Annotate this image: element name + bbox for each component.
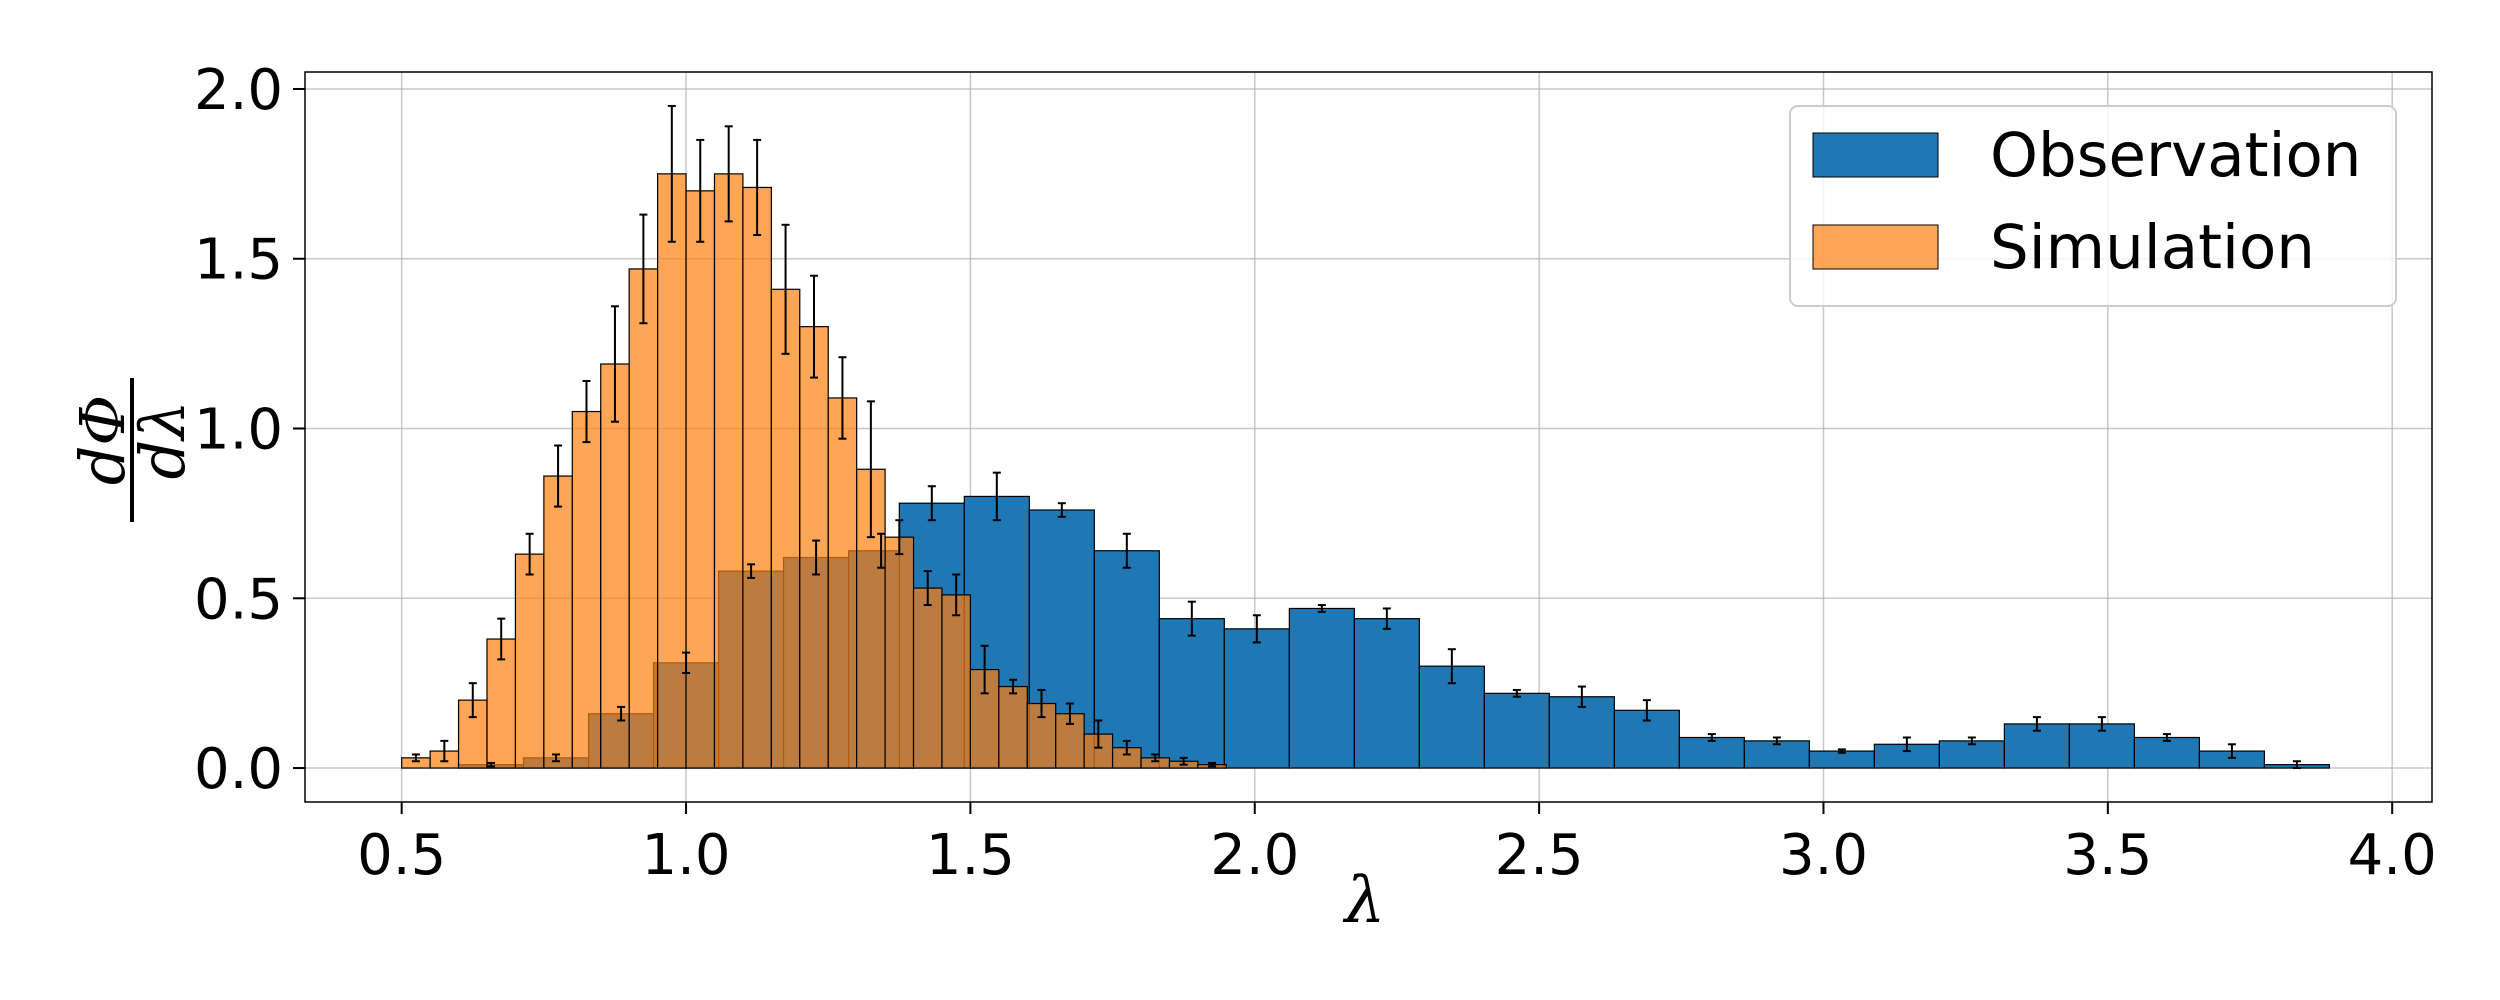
- bar-simulation: [543, 475, 573, 769]
- y-tick-label: 0.5: [194, 567, 283, 632]
- bar-simulation: [685, 190, 716, 769]
- bar-observation: [1678, 736, 1745, 769]
- x-tick-label: 3.5: [2063, 823, 2152, 888]
- y-axis-label-numerator: dΦ: [66, 395, 139, 486]
- axis-ticks: 0.5 1.0 1.5 2.0 2.5 3.0 3.5 4.0 0.0 0.5 1.0 1.5 2.0: [194, 58, 2437, 888]
- y-tick-label: 1.0: [194, 398, 283, 463]
- x-tick-label: 2.0: [1210, 823, 1299, 888]
- bar-simulation: [657, 173, 687, 769]
- bar-simulation: [884, 536, 915, 769]
- bar-observation: [1938, 740, 2005, 769]
- bar-observation: [1288, 607, 1355, 769]
- legend: Observation Simulation: [1789, 105, 2397, 307]
- y-tick-label: 0.0: [194, 737, 283, 802]
- x-tick-label: 4.0: [2348, 823, 2437, 888]
- legend-label-simulation: Simulation: [1990, 212, 2315, 283]
- bar-observation: [1548, 696, 1615, 769]
- bar-simulation: [514, 553, 545, 769]
- plot-frame: [304, 71, 2433, 803]
- bars-layer: [401, 173, 2331, 769]
- y-tick-label: 2.0: [194, 58, 283, 123]
- y-tick-label: 1.5: [194, 228, 283, 293]
- bar-observation: [1353, 618, 1420, 769]
- bar-observation: [1158, 618, 1225, 769]
- bar-simulation: [628, 268, 659, 769]
- x-tick-label: 1.5: [926, 823, 1015, 888]
- bar-simulation: [571, 410, 602, 769]
- y-axis-label: dΦ dλ: [66, 378, 199, 522]
- bar-simulation: [742, 186, 772, 769]
- error-bars-layer: [411, 104, 2301, 770]
- bar-observation: [1743, 740, 1810, 769]
- bar-simulation: [713, 173, 744, 769]
- bar-simulation: [770, 288, 801, 769]
- bar-observation: [1093, 550, 1160, 769]
- bar-simulation: [827, 397, 858, 769]
- x-tick-label: 3.0: [1779, 823, 1868, 888]
- bar-simulation: [941, 594, 971, 769]
- bar-simulation: [799, 326, 829, 769]
- bar-simulation: [912, 587, 943, 769]
- bar-simulation: [998, 685, 1028, 769]
- bar-observation: [1223, 628, 1290, 769]
- y-axis-label-denominator: dλ: [126, 401, 199, 480]
- legend-swatch-observation: [1812, 132, 1939, 178]
- legend-swatch-simulation: [1812, 224, 1939, 270]
- legend-label-observation: Observation: [1990, 120, 2361, 191]
- x-tick-label: 0.5: [357, 823, 446, 888]
- x-axis-label: λ: [1342, 864, 1386, 938]
- x-tick-label: 1.0: [642, 823, 731, 888]
- bar-observation: [2133, 736, 2200, 769]
- x-tick-label: 2.5: [1495, 823, 1584, 888]
- legend-box: [1789, 105, 2397, 307]
- bar-observation: [1483, 692, 1550, 769]
